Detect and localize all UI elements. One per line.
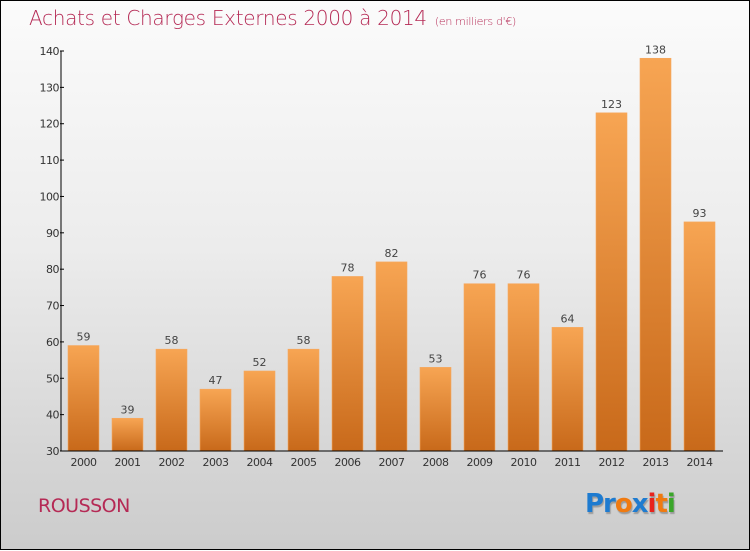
- x-tick-label-2005: 2005: [291, 456, 317, 469]
- bar-2013: [639, 57, 672, 452]
- bar-2006: [331, 276, 364, 452]
- x-tick-label-2008: 2008: [423, 456, 449, 469]
- bar-2005: [287, 348, 320, 452]
- bar-2001: [111, 417, 144, 452]
- bar-2012: [595, 112, 628, 452]
- logo-letters-4: t: [655, 489, 667, 519]
- logo-letters-3: i: [647, 489, 657, 519]
- y-tick-label-50: 50: [46, 372, 59, 385]
- data-label-2014: 93: [693, 207, 707, 220]
- y-tick-label-30: 30: [46, 445, 59, 458]
- data-label-2011: 64: [561, 312, 575, 325]
- logo-letters-2: x: [631, 489, 649, 519]
- title-text: Achats et Charges Externes 2000 à 2014: [29, 6, 427, 30]
- city-name: ROUSSON: [38, 495, 130, 517]
- x-tick-label-2011: 2011: [555, 456, 581, 469]
- logo-letters-1: o: [614, 489, 633, 519]
- data-label-2012: 123: [601, 98, 622, 111]
- bar-2014: [683, 221, 716, 452]
- logo-letters-0: Pr: [585, 489, 616, 519]
- data-label-2009: 76: [473, 269, 487, 282]
- y-tick-label-130: 130: [40, 81, 60, 94]
- x-tick-label-2010: 2010: [511, 456, 537, 469]
- x-tick-label-2012: 2012: [599, 456, 625, 469]
- y-tick-label-90: 90: [46, 227, 59, 240]
- bar-2011: [551, 327, 584, 452]
- x-tick-label-2000: 2000: [71, 456, 97, 469]
- x-tick-label-2007: 2007: [379, 456, 405, 469]
- data-label-2001: 39: [121, 403, 135, 416]
- bar-2002: [155, 348, 188, 452]
- logo-letters-5: i: [666, 489, 676, 519]
- y-tick-label-100: 100: [40, 190, 60, 203]
- chart-title: Achats et Charges Externes 2000 à 2014 (e…: [29, 6, 516, 30]
- x-tick-label-2004: 2004: [247, 456, 273, 469]
- x-tick-label-2006: 2006: [335, 456, 361, 469]
- data-label-2008: 53: [429, 352, 443, 365]
- data-label-2002: 58: [165, 334, 179, 347]
- data-label-2006: 78: [341, 261, 355, 274]
- x-tick-label-2013: 2013: [643, 456, 669, 469]
- data-label-2013: 138: [645, 43, 666, 56]
- data-label-2004: 52: [253, 356, 267, 369]
- chart-subtitle: (en milliers d'€): [434, 15, 517, 28]
- y-tick-label-60: 60: [46, 336, 59, 349]
- y-tick-label-140: 140: [40, 45, 60, 58]
- bar-2010: [507, 283, 540, 452]
- bar-2003: [199, 388, 232, 452]
- data-label-2007: 82: [385, 247, 399, 260]
- x-tick-label-2003: 2003: [203, 456, 229, 469]
- y-tick-label-70: 70: [46, 300, 59, 313]
- y-tick-label-120: 120: [40, 118, 60, 131]
- bar-2008: [419, 367, 452, 452]
- x-tick-label-2001: 2001: [115, 456, 141, 469]
- data-label-2010: 76: [517, 269, 531, 282]
- y-tick-label-80: 80: [46, 263, 59, 276]
- bar-2007: [375, 261, 408, 452]
- bar-2004: [243, 370, 276, 452]
- bar-2009: [463, 283, 496, 452]
- data-label-2000: 59: [77, 331, 91, 344]
- x-tick-label-2009: 2009: [467, 456, 493, 469]
- data-label-2003: 47: [209, 374, 223, 387]
- data-label-2005: 58: [297, 334, 311, 347]
- x-tick-label-2014: 2014: [687, 456, 713, 469]
- y-tick-label-110: 110: [40, 154, 60, 167]
- bar-2000: [67, 345, 100, 452]
- proxiti-logo[interactable]: Proxiti: [585, 489, 676, 519]
- y-tick-label-40: 40: [46, 409, 59, 422]
- x-tick-label-2002: 2002: [159, 456, 185, 469]
